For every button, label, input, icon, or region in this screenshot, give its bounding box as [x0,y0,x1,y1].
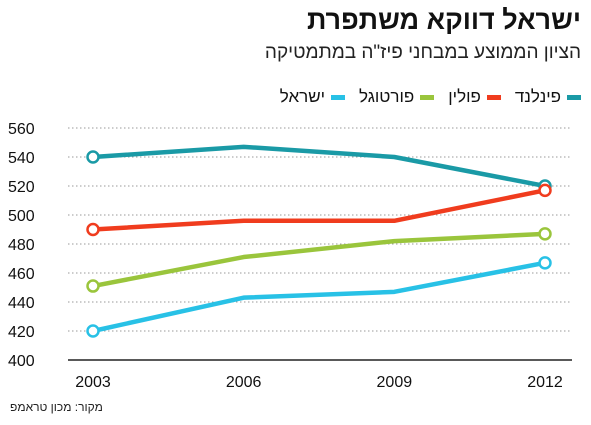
series-point [538,183,552,198]
x-axis: 2003 2006 2009 2012 [75,374,563,391]
x-tick-label: 2012 [527,374,563,391]
series-line [90,144,548,189]
legend-swatch-finland [567,94,581,100]
x-tick-label: 2009 [377,374,413,391]
y-tick-label: 540 [8,150,35,167]
source-note: מקור: מכון טראמפ [10,400,103,414]
x-tick-label: 2006 [226,374,262,391]
series-point [86,324,100,338]
series-line [90,188,548,232]
series-point [538,256,552,270]
legend-label-portugal: פורטוגל [359,87,415,106]
y-tick-label: 520 [8,179,35,196]
series-line [90,231,548,289]
series-point [86,150,100,164]
y-tick-label: 460 [8,266,35,283]
legend-swatch-israel [331,94,346,100]
legend-label-israel: ישראל [279,87,326,106]
series-point [86,222,100,237]
series-group [86,144,552,338]
y-axis: 400 420 440 460 480 500 520 540 560 [8,121,35,370]
legend-item-portugal: פורטוגל [359,87,435,107]
y-tick-label: 440 [8,295,35,312]
series-point [86,279,100,293]
gridlines [68,127,572,361]
y-tick-label: 560 [8,121,35,138]
legend-label-finland: פינלנד [514,87,561,106]
chart-title: ישראל דווקא משתפרת [306,5,581,35]
series-line [90,260,548,334]
y-tick-label: 420 [8,324,35,341]
legend-swatch-portugal [420,94,435,100]
legend-swatch-poland [486,94,501,100]
legend-item-poland: פולין [448,87,501,107]
legend-item-israel: ישראל [279,87,346,107]
y-tick-label: 500 [8,208,35,225]
y-tick-label: 480 [8,237,35,254]
legend-label-poland: פולין [448,87,481,106]
series-point [538,227,552,241]
x-tick-label: 2003 [75,374,111,391]
chart-subtitle: הציון הממוצע במבחני פיז"ה במתמטיקה [264,42,581,63]
y-tick-label: 400 [8,353,35,370]
legend-item-finland: פינלנד [515,87,581,107]
legend: פינלנד פולין פורטוגל ישראל [280,87,581,107]
